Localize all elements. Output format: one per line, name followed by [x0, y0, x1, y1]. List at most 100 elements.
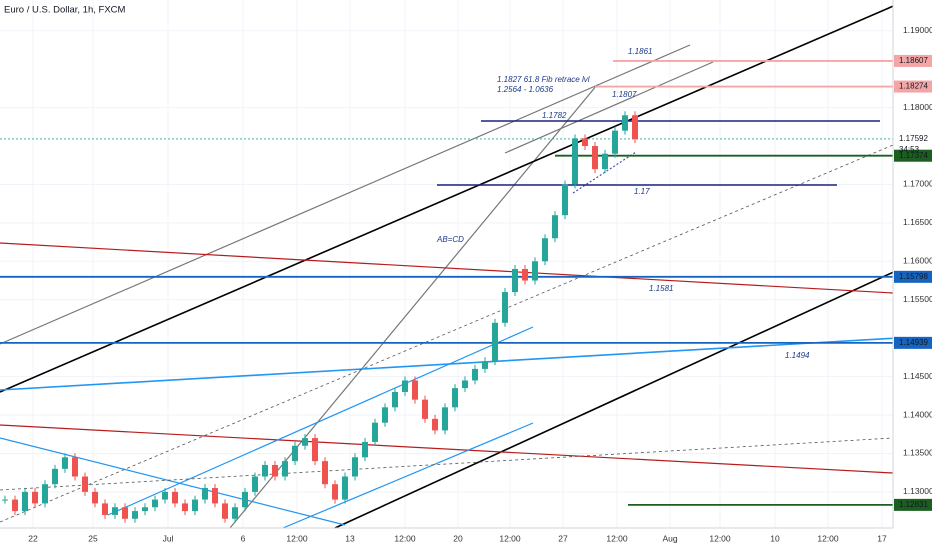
candle — [532, 261, 538, 281]
price-tag-label: 1.15798 — [899, 272, 928, 281]
candle — [192, 499, 198, 512]
x-tick-label: 6 — [241, 533, 246, 543]
y-tick-label: 1.17000 — [903, 179, 932, 189]
candle — [22, 491, 28, 512]
x-tick-label: 12:00 — [606, 533, 628, 543]
annotation: 1.1782 — [542, 111, 567, 120]
candle — [302, 438, 308, 446]
trend-line — [0, 44, 691, 345]
candle — [462, 380, 468, 389]
price-tag — [894, 54, 932, 67]
candle — [362, 441, 368, 458]
y-tick-label: 1.13500 — [903, 448, 932, 458]
candle — [182, 503, 188, 512]
candle — [232, 507, 238, 519]
candle — [92, 491, 98, 504]
y-tick-label: 1.14500 — [903, 371, 932, 381]
candle — [152, 499, 158, 508]
candle — [472, 368, 478, 381]
candle — [352, 457, 358, 477]
levels — [0, 60, 893, 506]
candle — [262, 464, 268, 477]
annotations: 1.1861 1.1827 61.8 Fib retrace lvl 1.256… — [436, 47, 810, 360]
candle — [552, 215, 558, 239]
y-tick-label: 1.16000 — [903, 256, 932, 266]
candle — [272, 464, 278, 477]
annotation: 1.17 — [634, 187, 650, 196]
candle — [382, 407, 388, 423]
candle — [432, 418, 438, 431]
candle — [202, 488, 208, 500]
candle — [112, 507, 118, 515]
trend-line — [504, 61, 714, 154]
trend-line — [0, 437, 346, 526]
candle — [82, 476, 88, 492]
x-tick-label: 20 — [453, 533, 463, 543]
candle — [2, 499, 8, 501]
annotation: 1.1807 — [612, 90, 637, 99]
candle — [452, 388, 458, 408]
price-tag — [894, 270, 932, 283]
candle — [132, 511, 138, 519]
candle — [52, 468, 58, 485]
annotation: 1.1861 — [628, 47, 652, 56]
candle — [632, 115, 638, 140]
candle — [442, 407, 448, 431]
trend-line — [282, 422, 534, 529]
y-tick-label: 1.18000 — [903, 102, 932, 112]
candle — [602, 153, 608, 170]
candle — [512, 268, 518, 293]
annotation: 1.1494 — [785, 351, 810, 360]
x-tick-label: 12:00 — [499, 533, 521, 543]
y-tick-label: 1.16500 — [903, 217, 932, 227]
x-tick-label: 10 — [770, 533, 780, 543]
price-tag — [894, 498, 932, 511]
chart-title: Euro / U.S. Dollar, 1h, FXCM — [4, 5, 126, 16]
x-tick-label: Aug — [662, 533, 677, 543]
candle — [482, 361, 488, 369]
candle — [142, 507, 148, 512]
candle — [422, 399, 428, 419]
axis-labels: 1.19000 1.18000 1.17000 1.16500 1.16000 1.155… — [28, 25, 932, 543]
candle — [222, 503, 228, 519]
x-tick-label: 12:00 — [709, 533, 731, 543]
channel-line — [0, 3, 899, 393]
candle — [292, 445, 298, 462]
price-tag-label: 1.17592 — [899, 134, 928, 143]
candle — [212, 488, 218, 504]
price-tag — [894, 149, 932, 162]
candle — [252, 476, 258, 492]
price-tag — [894, 336, 932, 349]
candle — [592, 146, 598, 170]
price-tag — [894, 132, 932, 145]
candle — [312, 438, 318, 462]
candles — [2, 111, 638, 523]
candle — [62, 457, 68, 469]
x-tick-label: Jul — [163, 533, 174, 543]
trend-line — [107, 326, 534, 516]
candle — [32, 491, 38, 504]
price-tag-label: 1.18274 — [899, 82, 928, 91]
candle — [392, 391, 398, 408]
trend-line — [229, 84, 598, 529]
x-tick-label: 25 — [88, 533, 98, 543]
candle — [622, 115, 628, 131]
y-tick-label: 1.19000 — [903, 25, 932, 35]
price-tag-label: 1.14939 — [899, 338, 928, 347]
y-tick-label: 1.15500 — [903, 294, 932, 304]
annotation: 1.1581 — [649, 284, 673, 293]
trend-line — [0, 424, 894, 474]
candle — [492, 322, 498, 362]
countdown: 34:53 — [899, 145, 920, 154]
y-tick-label: 1.14000 — [903, 409, 932, 419]
price-tag — [894, 80, 932, 93]
candle — [172, 491, 178, 504]
candle — [12, 499, 18, 512]
candle — [72, 457, 78, 477]
candle — [342, 476, 348, 500]
candle — [332, 484, 338, 500]
x-tick-label: 27 — [558, 533, 568, 543]
candle — [122, 507, 128, 519]
dashed-line — [0, 437, 894, 491]
